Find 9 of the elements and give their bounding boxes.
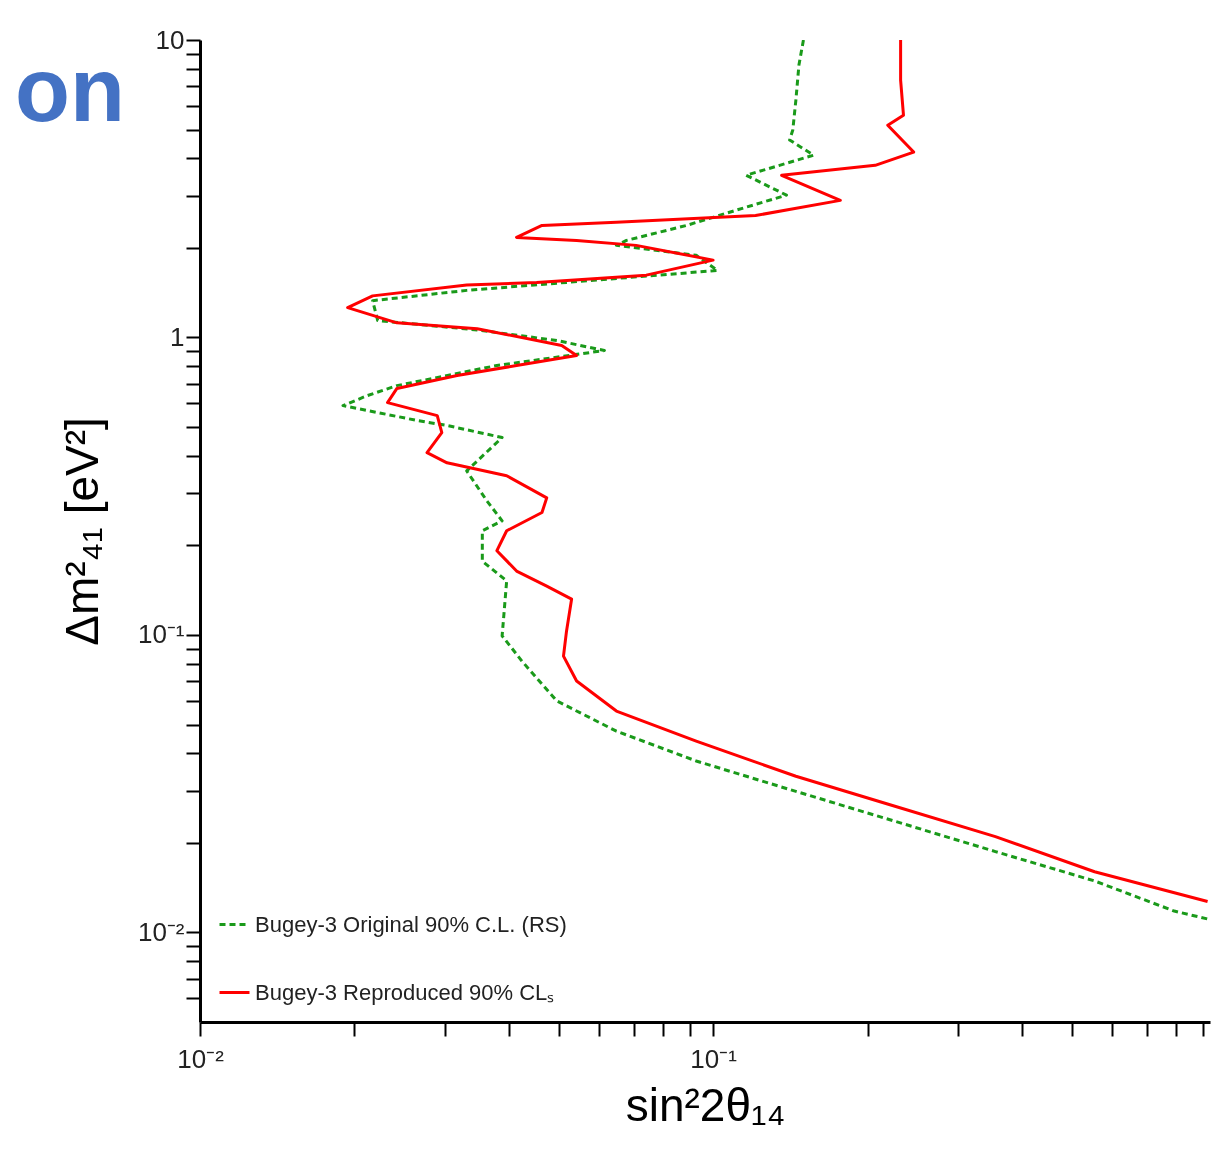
legend-label: Bugey-3 Original 90% C.L. (RS)	[255, 911, 567, 937]
y-tick-label: 10⁻¹	[137, 619, 185, 650]
x-axis-title: sin²2θ₁₄	[625, 1078, 786, 1131]
y-tick-label: 10⁻²	[137, 916, 185, 947]
text: on	[15, 40, 125, 140]
y-tick-label: 1	[170, 321, 185, 352]
legend-label: Bugey-3 Reproduced 90% CLₛ	[255, 979, 555, 1005]
y-tick-label: 10	[155, 24, 185, 55]
y-axis-title: Δm²₄₁ [eV²]	[55, 417, 108, 646]
